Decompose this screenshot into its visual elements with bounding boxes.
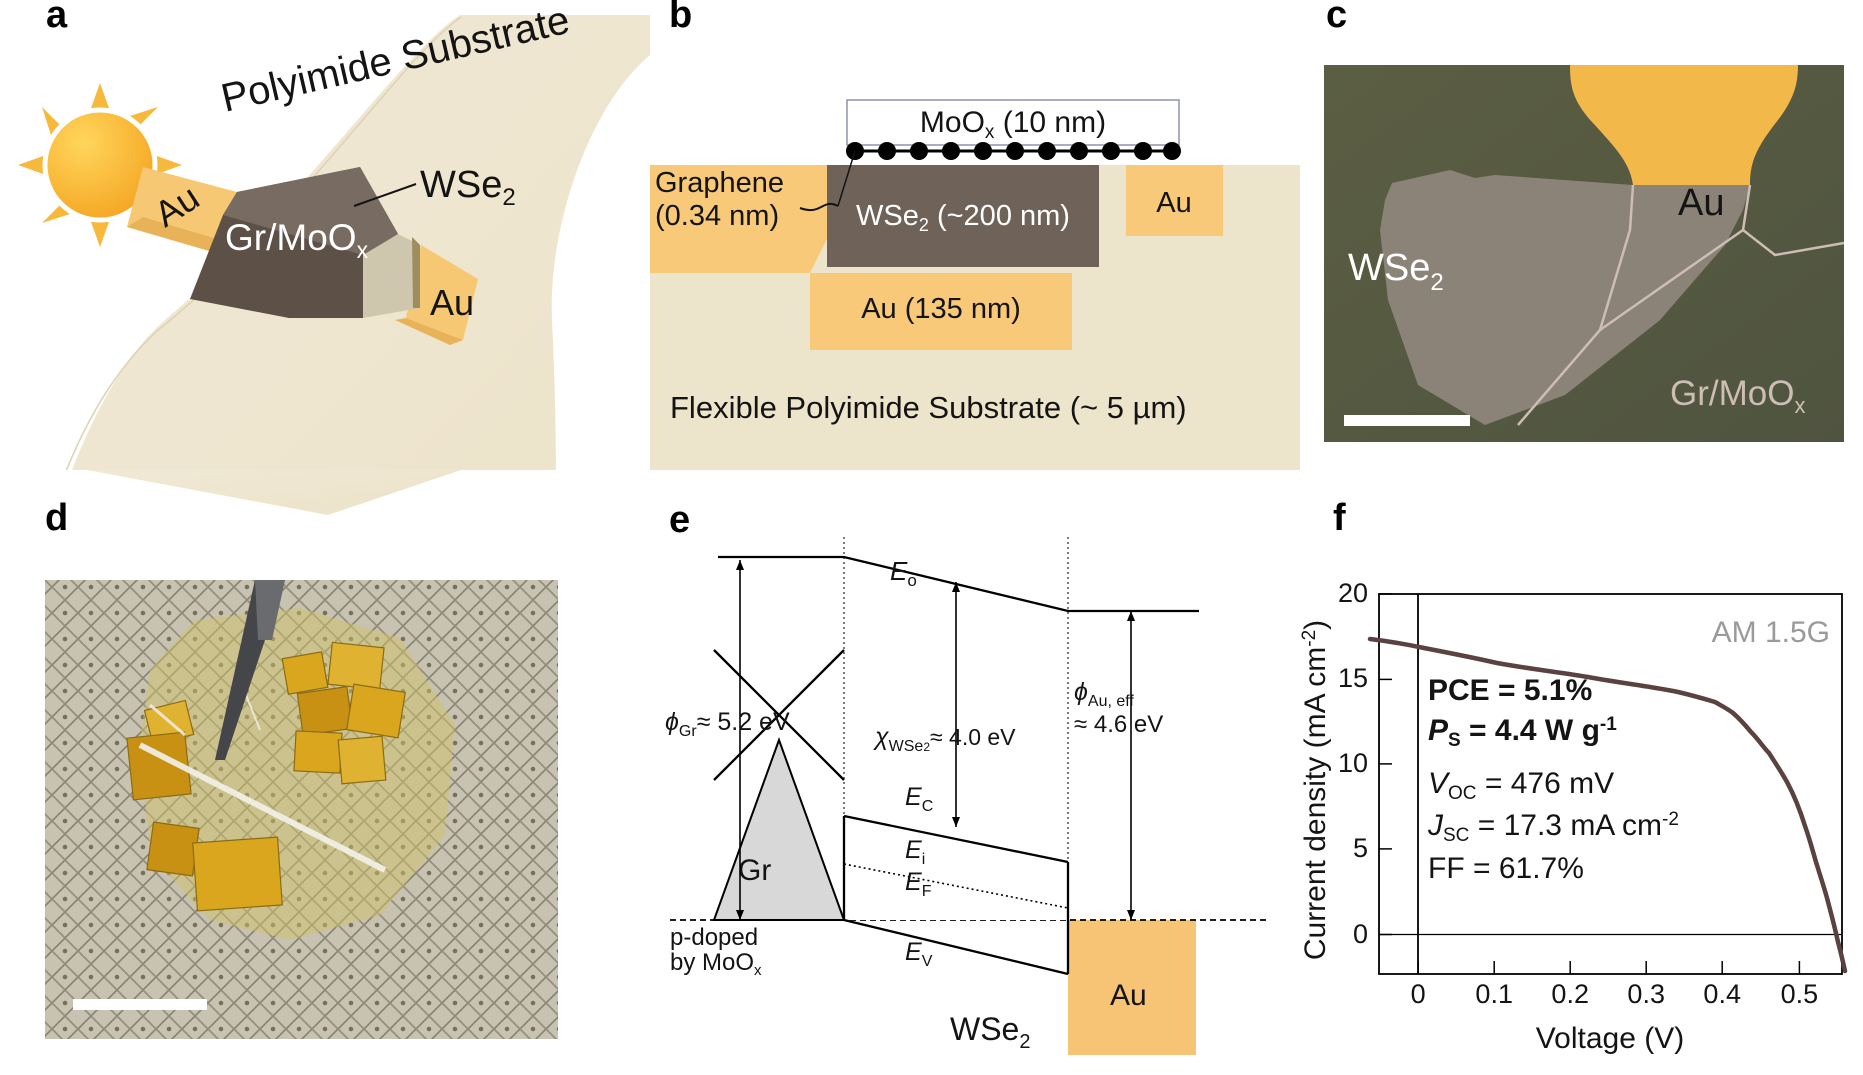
svg-text:0.5: 0.5 [1781, 979, 1819, 1009]
svg-text:Graphene: Graphene [655, 167, 784, 199]
svg-text:χWSe2≈ 4.0 eV: χWSe2≈ 4.0 eV [873, 723, 1016, 755]
svg-text:0.2: 0.2 [1551, 979, 1589, 1009]
svg-text:(0.34 nm): (0.34 nm) [655, 200, 779, 232]
svg-text:JSC = 17.3 mA cm-2: JSC = 17.3 mA cm-2 [1427, 809, 1679, 846]
svg-text:0.3: 0.3 [1627, 979, 1665, 1009]
svg-text:Flexible Polyimide Substrate (: Flexible Polyimide Substrate (~ 5 µm) [670, 390, 1187, 425]
svg-text:5: 5 [1353, 833, 1368, 863]
svg-text:0: 0 [1411, 979, 1426, 1009]
svg-text:0: 0 [1353, 919, 1368, 949]
svg-text:MoOx (10 nm): MoOx (10 nm) [920, 106, 1106, 143]
svg-text:Eo: Eo [890, 556, 917, 590]
svg-text:WSe2: WSe2 [1348, 247, 1444, 296]
svg-text:p-doped: p-doped [670, 924, 758, 951]
svg-text:WSe2: WSe2 [950, 1011, 1030, 1053]
svg-text:PCE = 5.1%: PCE = 5.1% [1428, 674, 1592, 707]
svg-text:≈ 4.6 eV: ≈ 4.6 eV [1074, 711, 1163, 738]
svg-text:10: 10 [1338, 748, 1368, 778]
svg-text:20: 20 [1338, 578, 1368, 608]
svg-text:Au: Au [1110, 979, 1147, 1012]
svg-text:Au: Au [1678, 182, 1724, 224]
svg-text:0.1: 0.1 [1475, 979, 1513, 1009]
svg-text:Au (135 nm): Au (135 nm) [861, 293, 1021, 325]
svg-text:WSe2: WSe2 [420, 164, 516, 211]
svg-text:by MoOx: by MoOx [670, 949, 762, 979]
svg-text:15: 15 [1338, 663, 1368, 693]
svg-text:Au: Au [1156, 187, 1191, 219]
svg-text:Gr/MoOx: Gr/MoOx [1670, 374, 1805, 418]
svg-text:ϕAu, eff: ϕAu, eff [1074, 678, 1134, 710]
svg-text:EC: EC [905, 783, 933, 815]
svg-text:VOC = 476 mV: VOC = 476 mV [1428, 767, 1614, 804]
svg-text:ϕGr≈ 5.2 eV: ϕGr≈ 5.2 eV [665, 708, 790, 740]
svg-text:Gr/MoOx: Gr/MoOx [225, 217, 369, 263]
svg-text:Au: Au [430, 282, 474, 323]
svg-text:Gr: Gr [738, 854, 771, 887]
svg-text:AM 1.5G: AM 1.5G [1712, 616, 1830, 649]
svg-text:EV: EV [905, 938, 933, 970]
svg-text:0.4: 0.4 [1703, 979, 1741, 1009]
svg-text:WSe2 (~200 nm): WSe2 (~200 nm) [856, 200, 1070, 235]
svg-text:PS = 4.4 W g-1: PS = 4.4 W g-1 [1428, 714, 1617, 751]
svg-text:Voltage (V): Voltage (V) [1536, 1022, 1684, 1055]
svg-text:Current density (mA cm-2): Current density (mA cm-2) [1300, 620, 1332, 960]
svg-text:FF = 61.7%: FF = 61.7% [1428, 852, 1584, 885]
